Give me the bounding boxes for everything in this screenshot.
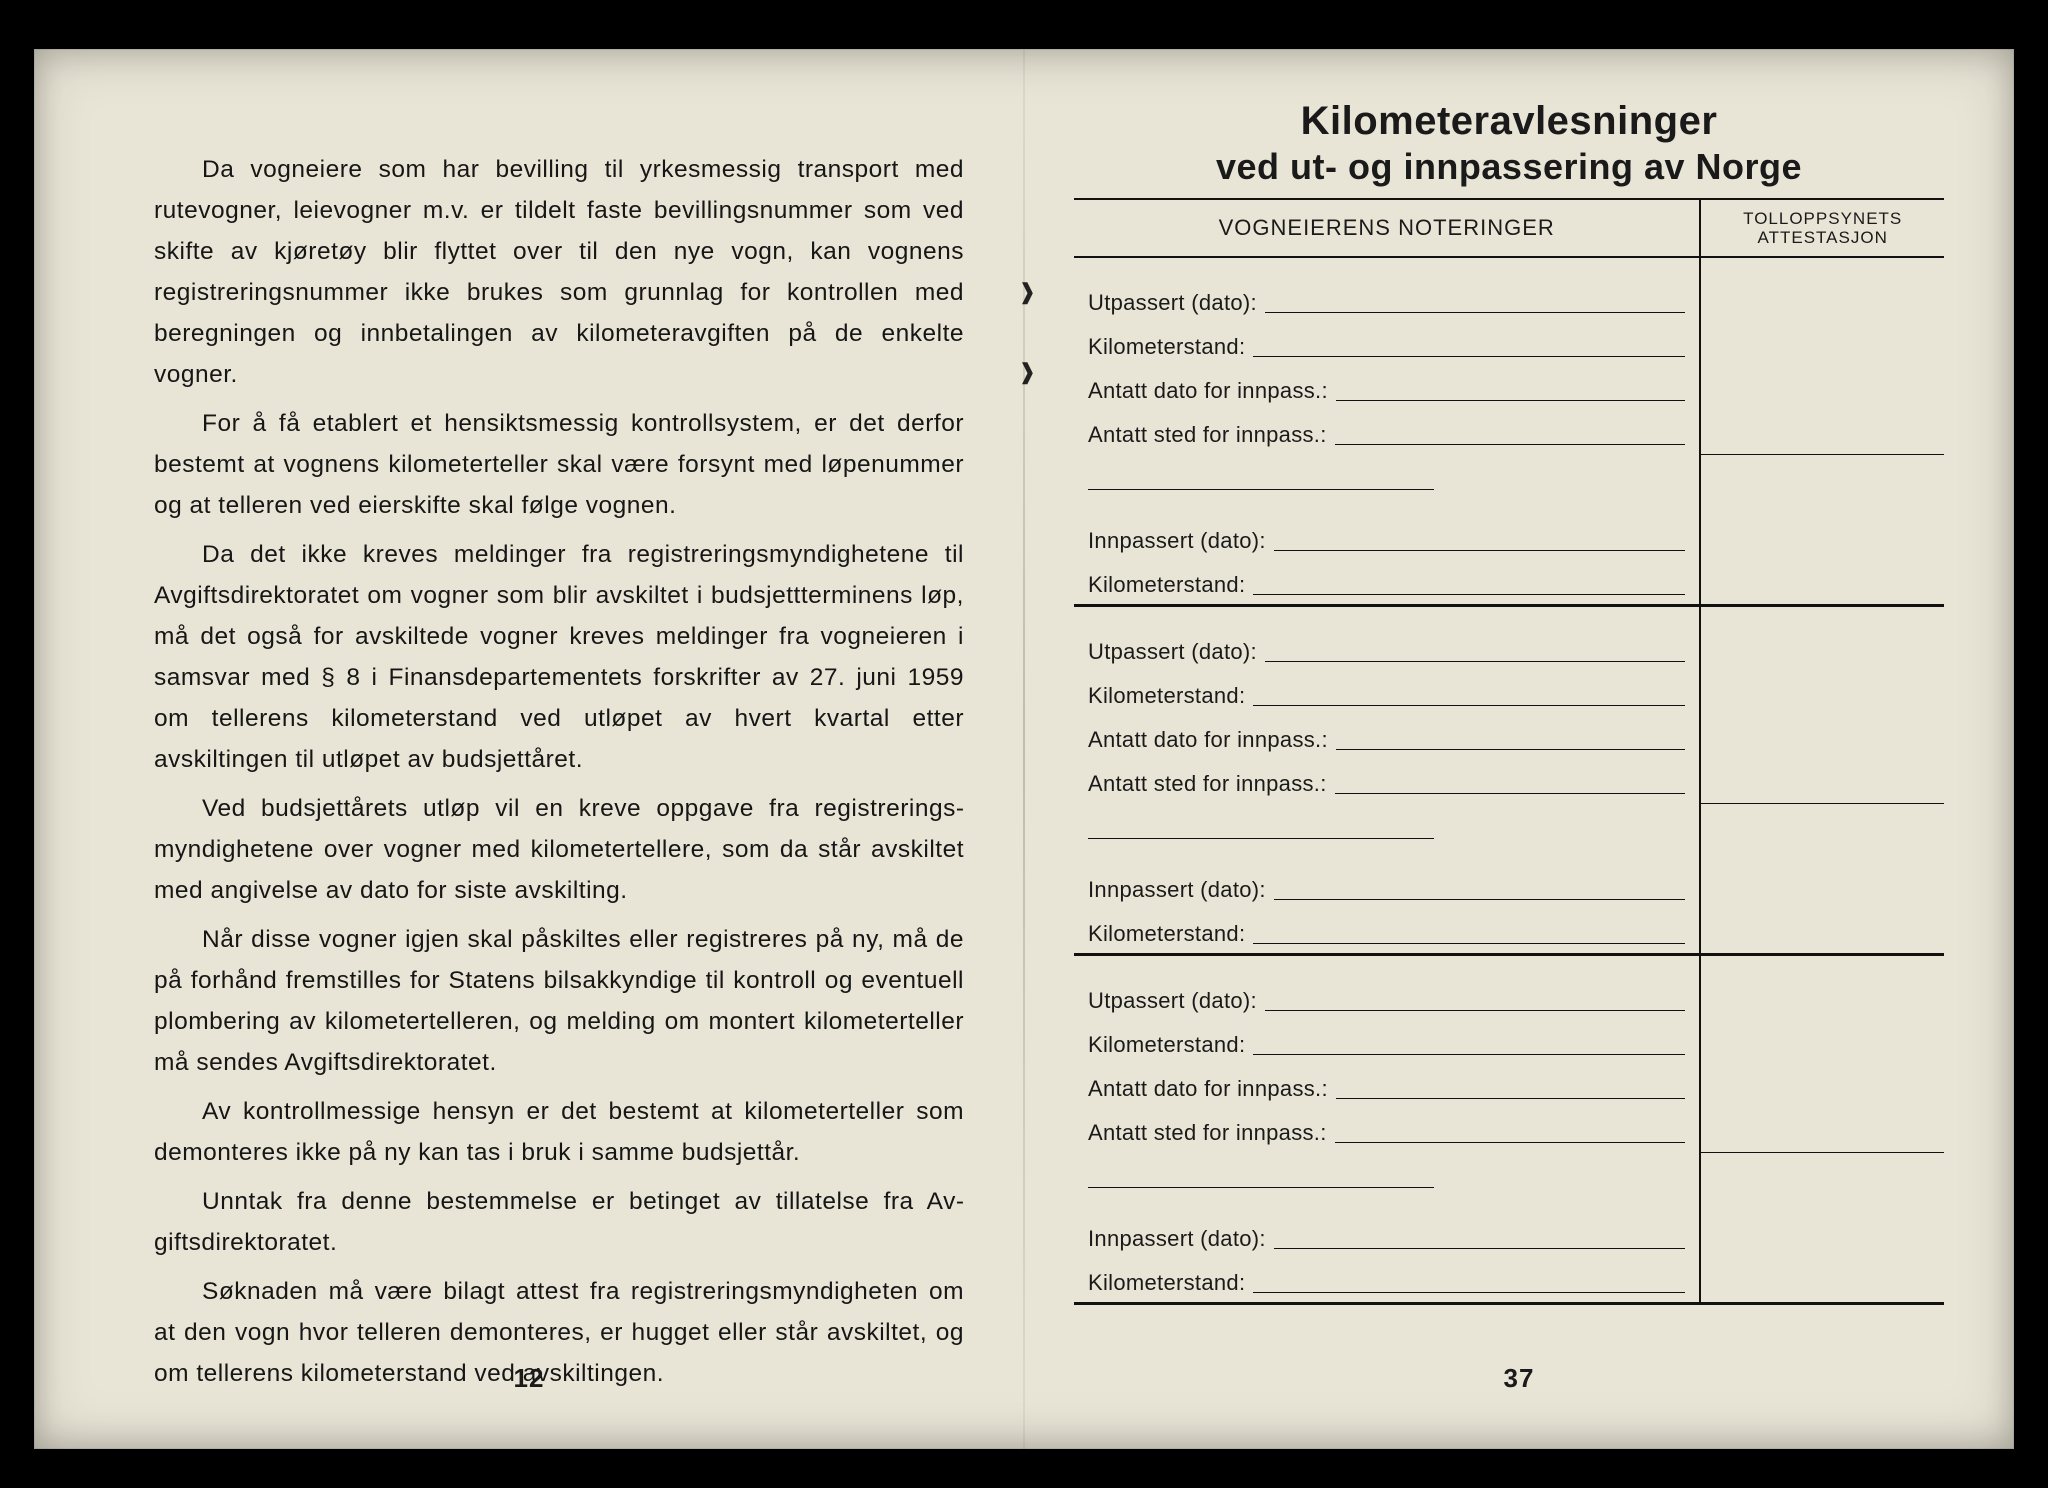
blank-line	[1088, 1187, 1434, 1188]
blank-line	[1253, 356, 1685, 357]
page-number-right: 37	[1024, 1363, 2014, 1394]
paragraph: Da det ikke kreves meldinger fra registr…	[154, 534, 964, 780]
blank-line	[1253, 943, 1685, 944]
paper-sheet: Da vogneiere som har bevilling til yrkes…	[34, 49, 2014, 1449]
field-continuation-row	[1074, 454, 1944, 496]
blank-line	[1265, 661, 1685, 662]
blank-line	[1253, 594, 1685, 595]
label-antatt-dato: Antatt dato for innpass.:	[1088, 727, 1328, 753]
blank-line	[1253, 1292, 1685, 1293]
form-header-row: VOGNEIERENS NOTERINGER TOLLOPPSYNETS ATT…	[1074, 199, 1944, 257]
scan-background: Da vogneiere som har bevilling til yrkes…	[0, 0, 2048, 1488]
label-utpassert-dato: Utpassert (dato):	[1088, 988, 1257, 1014]
paragraph: Av kontrollmessige hensyn er det bestemt…	[154, 1091, 964, 1173]
blank-line	[1336, 400, 1686, 401]
blank-line	[1336, 1098, 1686, 1099]
blank-line	[1335, 793, 1686, 794]
header-left: VOGNEIERENS NOTERINGER	[1074, 199, 1700, 257]
blank-line	[1336, 749, 1686, 750]
paragraph: Unntak fra denne bestemmelse er betinget…	[154, 1181, 964, 1263]
paragraph: Da vogneiere som har bevilling til yrkes…	[154, 149, 964, 395]
blank-line	[1265, 312, 1685, 313]
label-innpassert-dato: Innpassert (dato):	[1088, 1226, 1266, 1252]
form-title-line2: ved ut- og innpassering av Norge	[1074, 146, 1944, 188]
label-antatt-sted: Antatt sted for innpass.:	[1088, 1120, 1327, 1146]
label-antatt-dato: Antatt dato for innpass.:	[1088, 378, 1328, 404]
label-innpassert-dato: Innpassert (dato):	[1088, 877, 1266, 903]
label-innpassert-dato: Innpassert (dato):	[1088, 528, 1266, 554]
page-number-left: 12	[34, 1363, 1024, 1394]
blank-line	[1274, 550, 1686, 551]
binding-mark-icon: ❱	[1018, 359, 1036, 385]
paragraph: Når disse vogner igjen skal påskiltes el…	[154, 919, 964, 1083]
field-row-kilometerstand: Kilometerstand:	[1074, 909, 1944, 953]
label-antatt-sted: Antatt sted for innpass.:	[1088, 771, 1327, 797]
header-right: TOLLOPPSYNETS ATTESTASJON	[1700, 199, 1944, 257]
label-utpassert-dato: Utpassert (dato):	[1088, 290, 1257, 316]
blank-line	[1253, 1054, 1685, 1055]
field-row-antatt-sted: Antatt sted for innpass.:	[1074, 410, 1944, 454]
field-row-kilometerstand: Kilometerstand:	[1074, 1258, 1944, 1302]
blank-line	[1265, 1010, 1685, 1011]
blank-line	[1274, 1248, 1686, 1249]
field-row-antatt-sted: Antatt sted for innpass.:	[1074, 759, 1944, 803]
blank-line	[1335, 1142, 1686, 1143]
blank-line	[1335, 444, 1686, 445]
blank-line	[1253, 705, 1685, 706]
paragraph: For å få etablert et hensiktsmessig kont…	[154, 403, 964, 526]
form-table: VOGNEIERENS NOTERINGER TOLLOPPSYNETS ATT…	[1074, 198, 1944, 1305]
label-antatt-sted: Antatt sted for innpass.:	[1088, 422, 1327, 448]
block-separator	[1074, 1302, 1944, 1304]
blank-line	[1274, 899, 1686, 900]
page-left: Da vogneiere som har bevilling til yrkes…	[34, 49, 1024, 1449]
label-utpassert-dato: Utpassert (dato):	[1088, 639, 1257, 665]
blank-line	[1088, 838, 1434, 839]
header-right-line1: TOLLOPPSYNETS	[1743, 209, 1902, 228]
field-continuation-row	[1074, 1152, 1944, 1194]
label-kilometerstand: Kilometerstand:	[1088, 1270, 1245, 1296]
label-kilometerstand: Kilometerstand:	[1088, 334, 1245, 360]
label-kilometerstand: Kilometerstand:	[1088, 572, 1245, 598]
form-title-line1: Kilometeravlesninger	[1074, 99, 1944, 144]
binding-mark-icon: ❱	[1018, 279, 1036, 305]
field-row-antatt-sted: Antatt sted for innpass.:	[1074, 1108, 1944, 1152]
label-kilometerstand: Kilometerstand:	[1088, 683, 1245, 709]
header-right-line2: ATTESTASJON	[1758, 228, 1888, 247]
field-continuation-row	[1074, 803, 1944, 845]
paragraph: Ved budsjettårets utløp vil en kreve opp…	[154, 788, 964, 911]
blank-line	[1088, 489, 1434, 490]
page-right: ❱ ❱ Kilometeravlesninger ved ut- og innp…	[1024, 49, 2014, 1449]
label-antatt-dato: Antatt dato for innpass.:	[1088, 1076, 1328, 1102]
label-kilometerstand: Kilometerstand:	[1088, 921, 1245, 947]
label-kilometerstand: Kilometerstand:	[1088, 1032, 1245, 1058]
field-row-kilometerstand: Kilometerstand:	[1074, 560, 1944, 604]
